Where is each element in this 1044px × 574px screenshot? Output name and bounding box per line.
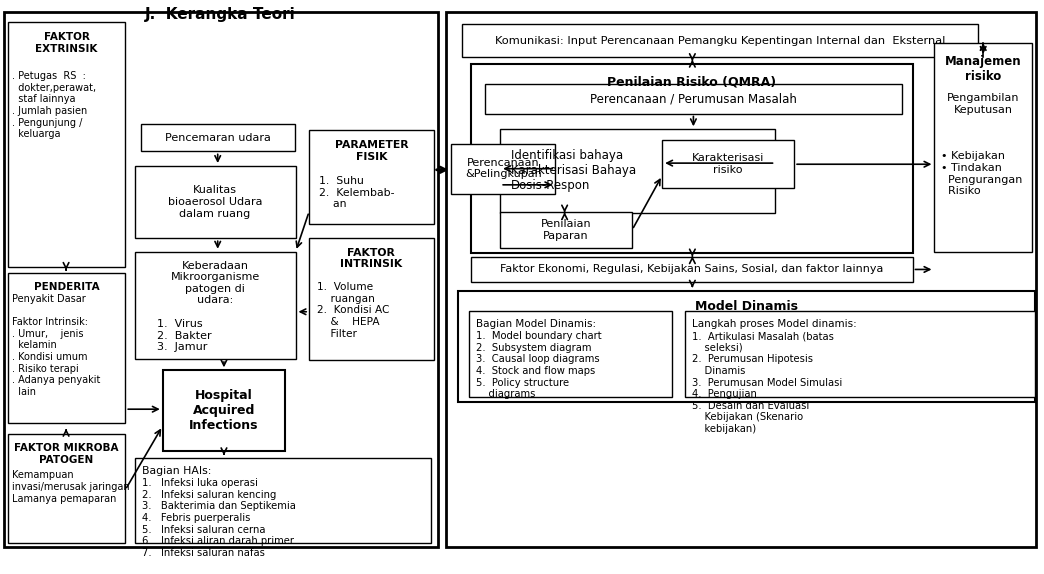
FancyBboxPatch shape xyxy=(484,84,902,114)
Text: Pengambilan
Keputusan: Pengambilan Keputusan xyxy=(947,93,1019,115)
FancyBboxPatch shape xyxy=(446,12,1036,546)
Text: 1.  Suhu
2.  Kelembab-
    an: 1. Suhu 2. Kelembab- an xyxy=(319,176,395,209)
Text: Kualitas
bioaerosol Udara
dalam ruang: Kualitas bioaerosol Udara dalam ruang xyxy=(168,185,262,219)
Text: FAKTOR
EXTRINSIK: FAKTOR EXTRINSIK xyxy=(35,32,98,54)
Text: Pencemaran udara: Pencemaran udara xyxy=(165,133,270,142)
FancyBboxPatch shape xyxy=(662,140,794,188)
Text: . Petugas  RS  :
  dokter,perawat,
  staf lainnya
. Jumlah pasien
. Pengunjung /: . Petugas RS : dokter,perawat, staf lain… xyxy=(13,71,96,139)
Text: Model Dinamis: Model Dinamis xyxy=(695,300,798,312)
FancyBboxPatch shape xyxy=(934,43,1031,251)
Text: 1.   Infeksi luka operasi
2.   Infeksi saluran kencing
3.   Bakterimia dan Septi: 1. Infeksi luka operasi 2. Infeksi salur… xyxy=(142,478,295,558)
FancyBboxPatch shape xyxy=(309,238,433,360)
FancyBboxPatch shape xyxy=(685,311,1035,398)
Text: Kemampuan
invasi/merusak jaringan
Lamanya pemaparan: Kemampuan invasi/merusak jaringan Lamany… xyxy=(13,471,129,503)
FancyBboxPatch shape xyxy=(8,435,125,543)
FancyBboxPatch shape xyxy=(451,144,555,194)
Text: Identifikasi bahaya
Karakterisasi Bahaya
Dosis-Respon: Identifikasi bahaya Karakterisasi Bahaya… xyxy=(511,149,636,192)
FancyBboxPatch shape xyxy=(8,22,125,267)
Text: FAKTOR
INTRINSIK: FAKTOR INTRINSIK xyxy=(340,248,403,269)
FancyBboxPatch shape xyxy=(457,290,1035,402)
FancyBboxPatch shape xyxy=(461,25,978,57)
FancyBboxPatch shape xyxy=(309,130,433,224)
Text: Penyakit Dasar

Faktor Intrinsik:
. Umur,    jenis
  kelamin
. Kondisi umum
. Ri: Penyakit Dasar Faktor Intrinsik: . Umur,… xyxy=(13,294,100,397)
Text: 1.  Artikulasi Masalah (batas
    seleksi)
2.  Perumusan Hipotesis
    Dinamis
3: 1. Artikulasi Masalah (batas seleksi) 2.… xyxy=(692,331,843,434)
Text: Keberadaan
Mikroorganisme
patogen di
udara:: Keberadaan Mikroorganisme patogen di uda… xyxy=(170,261,260,305)
FancyBboxPatch shape xyxy=(163,370,285,451)
Text: 1.  Volume
    ruangan
2.  Kondisi AC
    &    HEPA
    Filter: 1. Volume ruangan 2. Kondisi AC & HEPA F… xyxy=(317,282,389,339)
Text: Langkah proses Model dinamis:: Langkah proses Model dinamis: xyxy=(692,319,857,329)
Text: Penilaian Risiko (QMRA): Penilaian Risiko (QMRA) xyxy=(608,75,777,88)
FancyBboxPatch shape xyxy=(471,257,912,282)
Text: Faktor Ekonomi, Regulasi, Kebijakan Sains, Sosial, dan faktor lainnya: Faktor Ekonomi, Regulasi, Kebijakan Sain… xyxy=(500,265,883,274)
FancyBboxPatch shape xyxy=(135,458,430,543)
Text: Komunikasi: Input Perencanaan Pemangku Kepentingan Internal dan  Eksternal: Komunikasi: Input Perencanaan Pemangku K… xyxy=(495,36,945,46)
Text: • Kebijakan
• Tindakan
  Pengurangan
  Risiko: • Kebijakan • Tindakan Pengurangan Risik… xyxy=(941,152,1022,196)
FancyBboxPatch shape xyxy=(500,129,776,212)
FancyBboxPatch shape xyxy=(141,123,294,152)
Text: FAKTOR MIKROBA
PATOGEN: FAKTOR MIKROBA PATOGEN xyxy=(15,443,119,465)
Text: Penilaian
Paparan: Penilaian Paparan xyxy=(541,219,592,241)
FancyBboxPatch shape xyxy=(135,166,295,238)
Text: Karakterisasi
risiko: Karakterisasi risiko xyxy=(692,153,764,174)
FancyBboxPatch shape xyxy=(4,12,437,546)
FancyBboxPatch shape xyxy=(471,64,912,253)
Text: Perencanaan
&Pelingkupan: Perencanaan &Pelingkupan xyxy=(465,158,542,180)
Text: PARAMETER
FISIK: PARAMETER FISIK xyxy=(335,140,408,162)
Text: PENDERITA: PENDERITA xyxy=(33,282,99,292)
FancyBboxPatch shape xyxy=(8,273,125,423)
Text: J.  Kerangka Teori: J. Kerangka Teori xyxy=(144,7,295,22)
Text: Hospital
Acquired
Infections: Hospital Acquired Infections xyxy=(189,389,259,432)
Text: Perencanaan / Perumusan Masalah: Perencanaan / Perumusan Masalah xyxy=(590,92,797,105)
Text: Bagian HAIs:: Bagian HAIs: xyxy=(142,466,211,476)
Text: 1.  Virus
2.  Bakter
3.  Jamur: 1. Virus 2. Bakter 3. Jamur xyxy=(158,319,212,352)
Text: 1.  Model boundary chart
2.  Subsystem diagram
3.  Causal loop diagrams
4.  Stoc: 1. Model boundary chart 2. Subsystem dia… xyxy=(476,331,602,400)
FancyBboxPatch shape xyxy=(469,311,671,398)
Text: Manajemen
risiko: Manajemen risiko xyxy=(945,55,1021,83)
FancyBboxPatch shape xyxy=(500,212,632,249)
Text: Bagian Model Dinamis:: Bagian Model Dinamis: xyxy=(476,319,596,329)
FancyBboxPatch shape xyxy=(135,251,295,359)
